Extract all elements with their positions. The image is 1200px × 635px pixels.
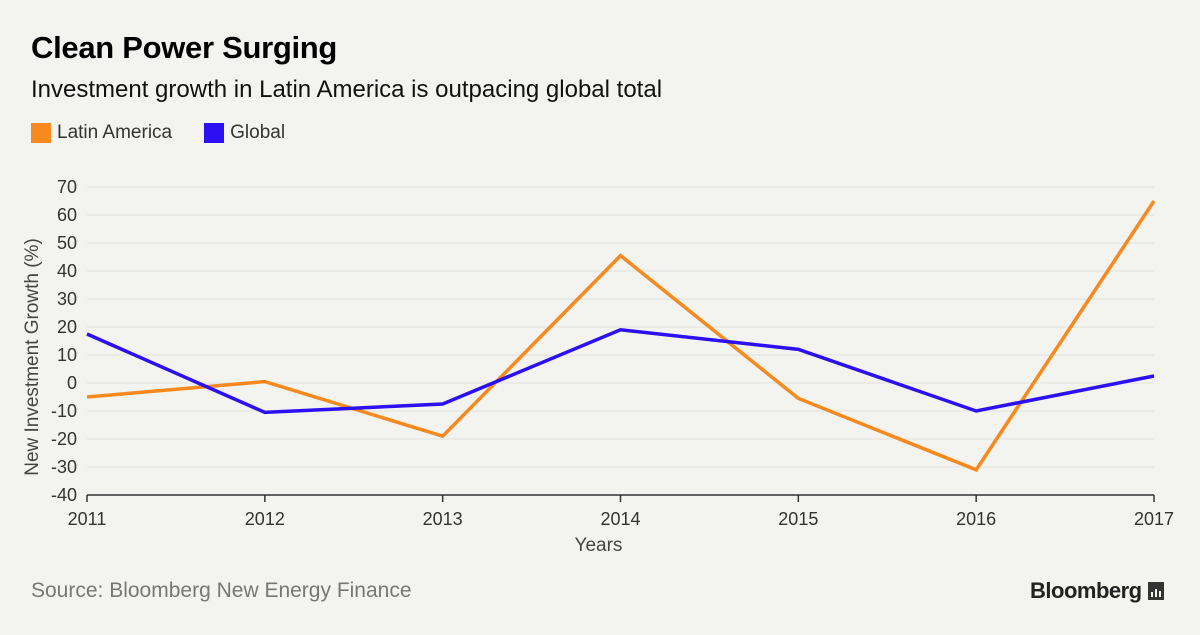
axes — [86, 494, 1155, 502]
y-tick-label--20: -20 — [51, 429, 77, 449]
x-tick-label-2014: 2014 — [600, 509, 640, 529]
y-tick-label-20: 20 — [57, 317, 77, 337]
y-tick-label--30: -30 — [51, 457, 77, 477]
y-tick-label-40: 40 — [57, 261, 77, 281]
legend-label-latin-america: Latin America — [57, 122, 173, 143]
x-tick-labels: 2011 2012 2013 2014 2015 2016 2017 — [68, 509, 1174, 529]
chart-subtitle: Investment growth in Latin America is ou… — [31, 76, 663, 103]
series-line-global — [86, 328, 1155, 415]
y-tick-labels: -40 -30 -20 -10 0 10 20 30 40 50 60 70 — [51, 177, 77, 505]
source-note: Source: Bloomberg New Energy Finance — [31, 579, 412, 602]
y-tick-label--10: -10 — [51, 401, 77, 421]
x-tick-label-2017: 2017 — [1134, 509, 1174, 529]
series-line-latin-america — [86, 200, 1156, 472]
y-tick-label-70: 70 — [57, 177, 77, 197]
legend-item-global: Global — [204, 122, 285, 144]
gridlines — [87, 186, 1154, 468]
legend-swatch-global — [204, 123, 225, 143]
x-tick-label-2012: 2012 — [245, 509, 285, 529]
y-tick-label-0: 0 — [67, 373, 77, 393]
legend-label-global: Global — [230, 122, 286, 143]
x-tick-label-2016: 2016 — [956, 509, 996, 529]
y-tick-label--40: -40 — [51, 485, 77, 505]
y-tick-label-50: 50 — [57, 233, 77, 253]
legend-item-latin-america: Latin America — [31, 122, 172, 144]
y-tick-label-60: 60 — [57, 205, 77, 225]
x-tick-label-2015: 2015 — [778, 509, 818, 529]
y-tick-label-10: 10 — [57, 345, 77, 365]
y-axis-title: New Investment Growth (%) — [22, 238, 43, 476]
brand-wordmark: Bloomberg — [1030, 578, 1142, 603]
x-tick-label-2011: 2011 — [68, 509, 107, 529]
y-tick-label-30: 30 — [57, 289, 77, 309]
chart-title: Clean Power Surging — [31, 30, 338, 65]
legend-swatch-latin-america — [31, 123, 51, 143]
bloomberg-terminal-icon — [1147, 582, 1164, 600]
bloomberg-logo: Bloomberg — [1030, 578, 1164, 604]
series-lines — [86, 200, 1156, 472]
x-tick-label-2013: 2013 — [423, 509, 463, 529]
x-axis-title: Years — [575, 535, 623, 556]
legend: Latin America Global — [31, 122, 317, 144]
